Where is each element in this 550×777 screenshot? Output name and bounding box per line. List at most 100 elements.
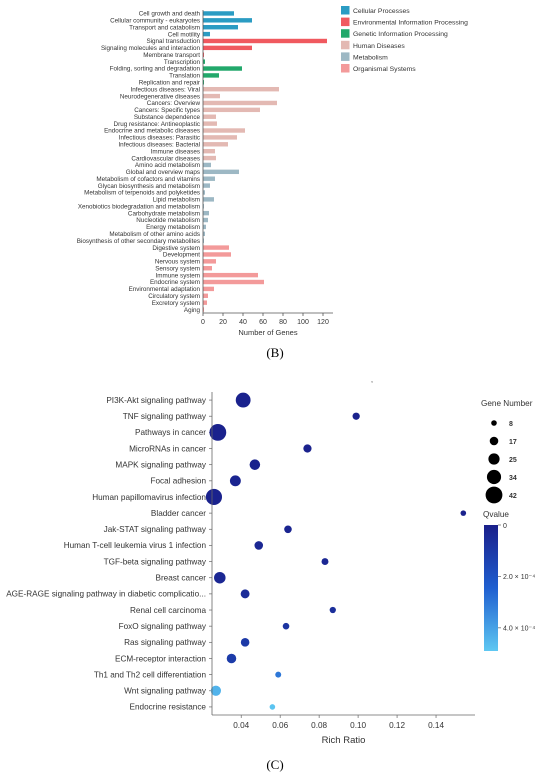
size-legend-label: 42 bbox=[509, 493, 517, 500]
x-tick-label: 120 bbox=[317, 319, 329, 326]
category-label: Carbohydrate metabolism bbox=[128, 210, 200, 217]
category-label: Cell growth and death bbox=[139, 11, 201, 18]
category-label: Infectious diseases: Bacterial bbox=[118, 141, 200, 148]
category-label: Sensory system bbox=[155, 265, 200, 272]
bar bbox=[203, 279, 264, 285]
bar bbox=[203, 100, 277, 106]
category-label: Immune diseases bbox=[151, 148, 200, 155]
bar bbox=[203, 272, 258, 278]
bar bbox=[203, 252, 231, 257]
category-label: Cancers: Specific types bbox=[134, 107, 200, 114]
category-label: Excretory system bbox=[152, 300, 200, 307]
bar bbox=[203, 114, 216, 119]
bubble bbox=[275, 671, 282, 678]
bubble bbox=[210, 685, 222, 696]
bar bbox=[203, 148, 215, 154]
pathway-label: AGE-RAGE signaling pathway in diabetic c… bbox=[6, 590, 206, 599]
bar bbox=[203, 259, 216, 264]
category-label: Membrane transport bbox=[143, 52, 200, 59]
size-legend-dot bbox=[485, 486, 503, 504]
category-label: Infectious diseases: Viral bbox=[130, 86, 200, 93]
qvalue-colorbar bbox=[484, 525, 498, 651]
category-label: Substance dependence bbox=[134, 114, 201, 121]
x-tick-label: 0 bbox=[201, 319, 205, 326]
panel-b-caption: (B) bbox=[266, 345, 284, 360]
bar bbox=[203, 155, 216, 161]
pathway-label: Human T-cell leukemia virus 1 infection bbox=[64, 541, 207, 550]
bar bbox=[203, 18, 252, 23]
size-legend-label: 25 bbox=[509, 457, 517, 464]
bar bbox=[203, 238, 204, 243]
category-label: Development bbox=[163, 252, 200, 259]
category-label: Metabolism of terpenoids and polyketides bbox=[84, 190, 200, 197]
category-label: Endocrine and metabolic diseases bbox=[104, 128, 200, 135]
bar bbox=[203, 224, 206, 230]
category-label: Global and overview maps bbox=[126, 169, 200, 176]
size-legend-label: 8 bbox=[509, 421, 513, 428]
bar bbox=[203, 162, 211, 168]
bubble bbox=[240, 589, 250, 599]
category-label: Cellular community - eukaryotes bbox=[110, 18, 200, 25]
bar bbox=[203, 38, 327, 44]
pathway-label: Wnt signaling pathway bbox=[124, 687, 207, 696]
bubble bbox=[460, 510, 467, 516]
bubble bbox=[284, 525, 292, 534]
pathway-label: TGF-beta signaling pathway bbox=[104, 557, 207, 566]
pathway-label: Th1 and Th2 cell differentiation bbox=[94, 670, 207, 679]
category-label: Signaling molecules and interaction bbox=[101, 45, 201, 52]
x-axis-title: Number of Genes bbox=[238, 328, 297, 337]
legend-swatch bbox=[341, 6, 350, 15]
category-label: Aging bbox=[184, 307, 201, 314]
bar bbox=[203, 80, 204, 85]
bubble bbox=[229, 475, 241, 487]
bar bbox=[203, 25, 238, 30]
pathway-label: Bladder cancer bbox=[151, 509, 206, 518]
legend-swatch bbox=[341, 17, 350, 27]
x-tick-label: 0.06 bbox=[272, 721, 288, 730]
bar bbox=[203, 245, 229, 250]
bar bbox=[203, 293, 208, 298]
bar bbox=[203, 45, 252, 51]
qvalue-legend-title: Qvalue bbox=[483, 510, 509, 519]
category-label: Metabolism of other amino acids bbox=[109, 231, 200, 238]
bar bbox=[203, 217, 208, 223]
x-tick-label: 0.04 bbox=[233, 721, 249, 730]
category-label: Translation bbox=[169, 73, 200, 80]
size-legend-dot bbox=[491, 420, 497, 426]
bar bbox=[203, 59, 205, 64]
bar bbox=[203, 93, 220, 99]
size-legend-dot bbox=[489, 436, 499, 446]
category-label: Glycan biosynthesis and metabolism bbox=[98, 183, 200, 190]
size-legend-title: Gene Number bbox=[481, 399, 533, 408]
size-legend-dot bbox=[488, 453, 500, 465]
pathway-label: Breast cancer bbox=[155, 574, 206, 583]
x-tick-label: 20 bbox=[219, 319, 227, 326]
stray-mark: , bbox=[371, 375, 373, 384]
category-label: Energy metabolism bbox=[146, 224, 200, 231]
bar bbox=[203, 307, 204, 312]
category-label: Drug resistance: Antineoplastic bbox=[114, 121, 200, 128]
legend-label: Organismal Systems bbox=[353, 66, 416, 73]
bar bbox=[203, 66, 242, 71]
category-label: Xenobiotics biodegradation and metabolis… bbox=[78, 203, 200, 210]
pathway-label: Focal adhesion bbox=[150, 477, 206, 486]
bubble bbox=[249, 459, 261, 470]
bar bbox=[203, 210, 209, 216]
legend-swatch bbox=[341, 52, 350, 61]
category-label: Transport and catabolism bbox=[129, 24, 200, 31]
bar bbox=[203, 197, 214, 202]
category-label: Nervous system bbox=[155, 259, 200, 266]
bubble bbox=[240, 638, 250, 647]
bar bbox=[203, 266, 212, 271]
bar bbox=[203, 231, 205, 237]
legend-label: Environmental Information Processing bbox=[353, 20, 468, 27]
bar bbox=[203, 183, 210, 188]
pathway-label: Renal cell carcinoma bbox=[130, 606, 206, 615]
pathway-label: Endocrine resistance bbox=[130, 703, 207, 712]
panel-c-caption: (C) bbox=[266, 757, 284, 772]
size-legend-label: 34 bbox=[509, 475, 517, 482]
x-tick-label: 80 bbox=[279, 319, 287, 326]
category-label: Digestive system bbox=[152, 245, 200, 252]
bar bbox=[203, 86, 279, 92]
